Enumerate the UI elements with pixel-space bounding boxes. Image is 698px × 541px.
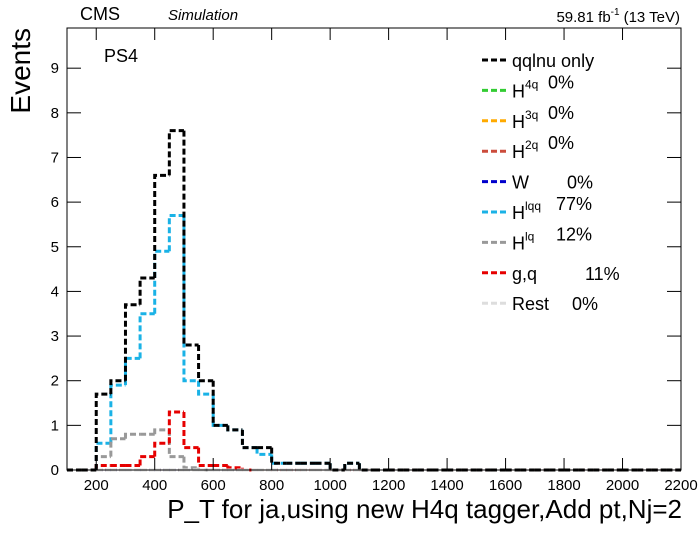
x-tick-label: 2000	[606, 477, 639, 494]
histogram-bin	[167, 129, 184, 176]
legend-share: 0%	[548, 72, 574, 92]
histogram-bin	[94, 441, 111, 470]
histogram-bin	[167, 429, 184, 459]
histogram-bin	[357, 463, 374, 472]
legend-sup: 4q	[525, 77, 538, 91]
x-axis-label: P_T for ja,using new H4q tagger,Add pt,N…	[167, 494, 682, 524]
histogram-bin	[182, 411, 199, 450]
histogram-bin	[109, 383, 126, 444]
x-tick-label: 600	[201, 477, 226, 494]
histogram-bin	[226, 465, 243, 470]
legend-sup: lq	[525, 229, 534, 243]
x-tick-label: 400	[142, 477, 167, 494]
legend-name: H	[512, 112, 525, 132]
histogram-bin	[343, 461, 360, 470]
legend-entry: g,q 11%	[512, 264, 620, 284]
y-tick-label: 5	[51, 239, 59, 256]
histogram-bin	[167, 410, 184, 444]
histogram-bin	[197, 447, 214, 468]
y-axis-label: Events	[5, 28, 36, 114]
x-tick-label: 1000	[313, 477, 346, 494]
histogram-bin	[197, 344, 214, 383]
legend-share: 0%	[548, 103, 574, 123]
x-tick-label: 2200	[664, 477, 697, 494]
histogram-bin	[123, 356, 141, 386]
legend-name: H	[512, 203, 525, 223]
y-tick-label: 8	[51, 105, 59, 122]
legend-sup: 3q	[525, 108, 538, 122]
legend-share: 0%	[567, 173, 593, 193]
histogram-bin	[153, 441, 170, 457]
histogram-bin	[270, 447, 287, 465]
lumi-text: 59.81 fb-1 (13 TeV)	[556, 7, 680, 26]
frame	[66, 27, 682, 471]
legend-entry: Rest 0%	[512, 294, 598, 314]
legend-share: 0%	[572, 294, 598, 314]
legend-sup: 2q	[525, 138, 538, 152]
y-tick-label: 6	[51, 194, 59, 211]
histogram-bin	[109, 437, 126, 457]
legend-name: Rest	[512, 294, 549, 314]
energy: (13 TeV)	[624, 9, 680, 26]
legend-entry: W 0%	[512, 173, 593, 193]
y-tick-label: 7	[51, 149, 59, 166]
legend-sup: lqq	[525, 199, 541, 213]
legend-entry: H4q 0%	[512, 72, 574, 101]
histogram-bin	[255, 447, 272, 456]
histogram-bin	[153, 428, 170, 435]
experiment: CMS	[80, 4, 120, 24]
histogram-bin	[226, 425, 243, 432]
legend-entry: qqlnu only	[512, 51, 594, 71]
histogram-bin	[182, 456, 199, 470]
x-tick-label: 1800	[547, 477, 580, 494]
histogram-bin	[138, 455, 155, 466]
legend-name: H	[512, 233, 525, 253]
y-tick-label: 4	[51, 283, 59, 300]
x-tick-label: 1400	[430, 477, 463, 494]
histogram-bin	[153, 249, 170, 314]
status: Simulation	[168, 7, 238, 24]
legend-entry: H2q 0%	[512, 133, 574, 162]
x-tick-label: 800	[259, 477, 284, 494]
legend-share: 77%	[556, 194, 592, 214]
lumi: 59.81 fb	[556, 9, 610, 26]
y-tick-label: 1	[51, 417, 59, 434]
legend-share: 11%	[585, 264, 620, 284]
legend-name: H	[512, 81, 525, 101]
histogram-bin	[109, 379, 126, 395]
legend-entry: Hlqq 77%	[512, 194, 592, 223]
histogram-bin	[153, 173, 170, 279]
y-tick-label: 3	[51, 328, 59, 345]
histogram-bin	[211, 380, 228, 427]
legend-share: 0%	[548, 133, 574, 153]
legend-name: W	[512, 173, 529, 193]
lumi-sup: -1	[611, 7, 620, 18]
legend-share: 12%	[556, 224, 592, 244]
histogram-bin	[138, 312, 155, 359]
y-tick-label: 9	[51, 60, 59, 77]
legend-entry: H3q 0%	[512, 103, 574, 132]
histogram-bin	[123, 303, 141, 381]
x-tick-label: 200	[84, 477, 109, 494]
histogram-bin	[94, 392, 111, 470]
legend-entry: Hlq 12%	[512, 224, 592, 253]
legend-name: g,q	[512, 264, 537, 284]
histogram-bin	[123, 432, 141, 439]
histogram-bin	[138, 276, 155, 305]
legend-name: qqlnu only	[512, 51, 594, 71]
annotation: PS4	[104, 46, 138, 66]
x-tick-label: 1600	[489, 477, 522, 494]
legend-name: H	[512, 142, 525, 162]
y-tick-label: 0	[51, 462, 59, 479]
histogram-bin	[197, 380, 214, 396]
histogram-bin	[240, 429, 258, 450]
x-tick-label: 1200	[372, 477, 405, 494]
y-tick-label: 2	[51, 373, 59, 390]
histogram-bin	[167, 214, 184, 252]
